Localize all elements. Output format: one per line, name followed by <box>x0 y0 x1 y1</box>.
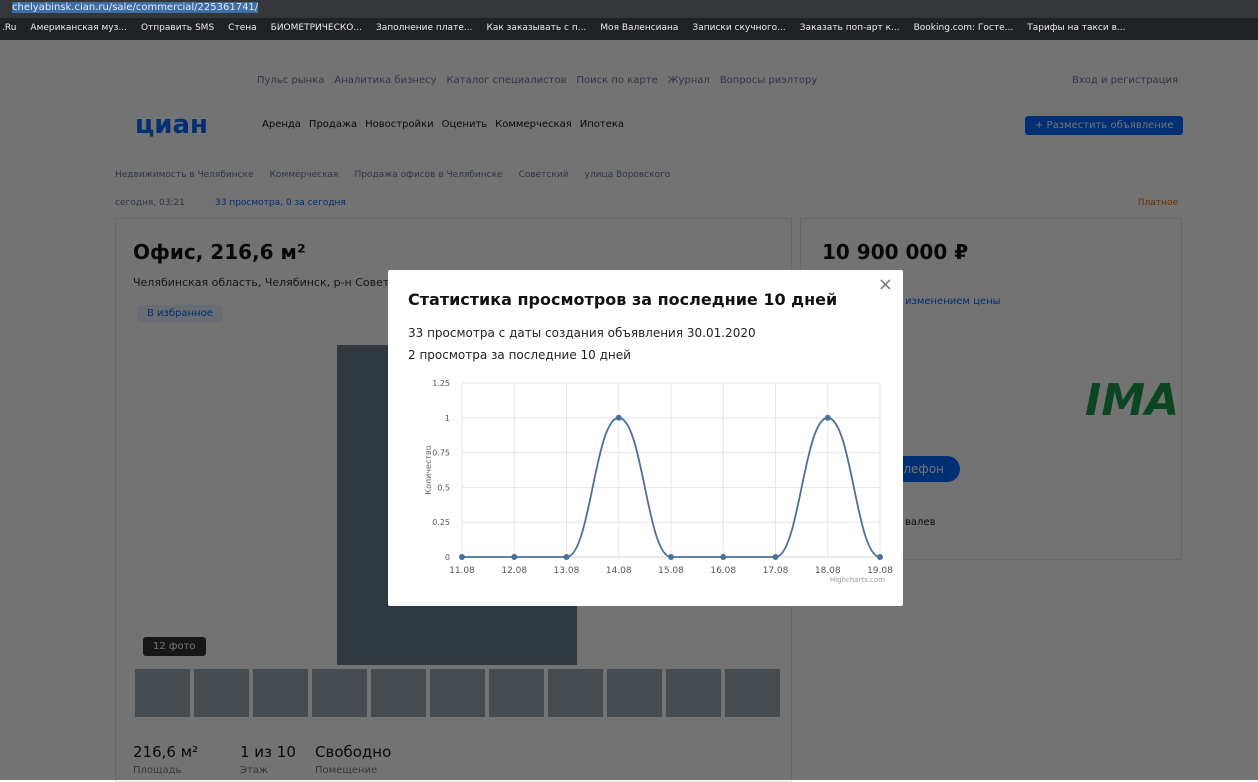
bookmark[interactable]: Как заказывать с п... <box>486 23 586 33</box>
bookmark[interactable]: Заполнение плате... <box>376 23 473 33</box>
bookmark[interactable]: Моя Валенсиана <box>600 23 678 33</box>
bookmark[interactable]: .Ru <box>2 23 16 33</box>
bookmark[interactable]: Тарифы на такси в... <box>1027 23 1125 33</box>
bookmark[interactable]: Заказать поп-арт к... <box>800 23 900 33</box>
bookmark[interactable]: Отправить SMS <box>141 23 214 33</box>
modal: Статистика просмотров за последние 10 дн… <box>388 270 903 606</box>
modal-line: 33 просмотра с даты создания объявления … <box>408 326 756 340</box>
modal-title: Статистика просмотров за последние 10 дн… <box>408 290 837 309</box>
bookmark[interactable]: БИОМЕТРИЧЕСКО... <box>271 23 362 33</box>
browser-chrome: chelyabinsk.cian.ru/sale/commercial/2253… <box>0 0 1258 40</box>
bookmark[interactable]: Американская муз... <box>30 23 127 33</box>
url[interactable]: chelyabinsk.cian.ru/sale/commercial/2253… <box>12 2 258 13</box>
bookmark[interactable]: Стена <box>228 23 256 33</box>
bookmark[interactable]: Booking.com: Госте... <box>914 23 1014 33</box>
page: chelyabinsk.cian.ru/sale/commercial/2253… <box>0 0 1258 780</box>
close-button[interactable]: × <box>878 274 893 295</box>
modal-line: 2 просмотра за последние 10 дней <box>408 348 631 362</box>
bookmark[interactable]: Записки скучного... <box>692 23 785 33</box>
